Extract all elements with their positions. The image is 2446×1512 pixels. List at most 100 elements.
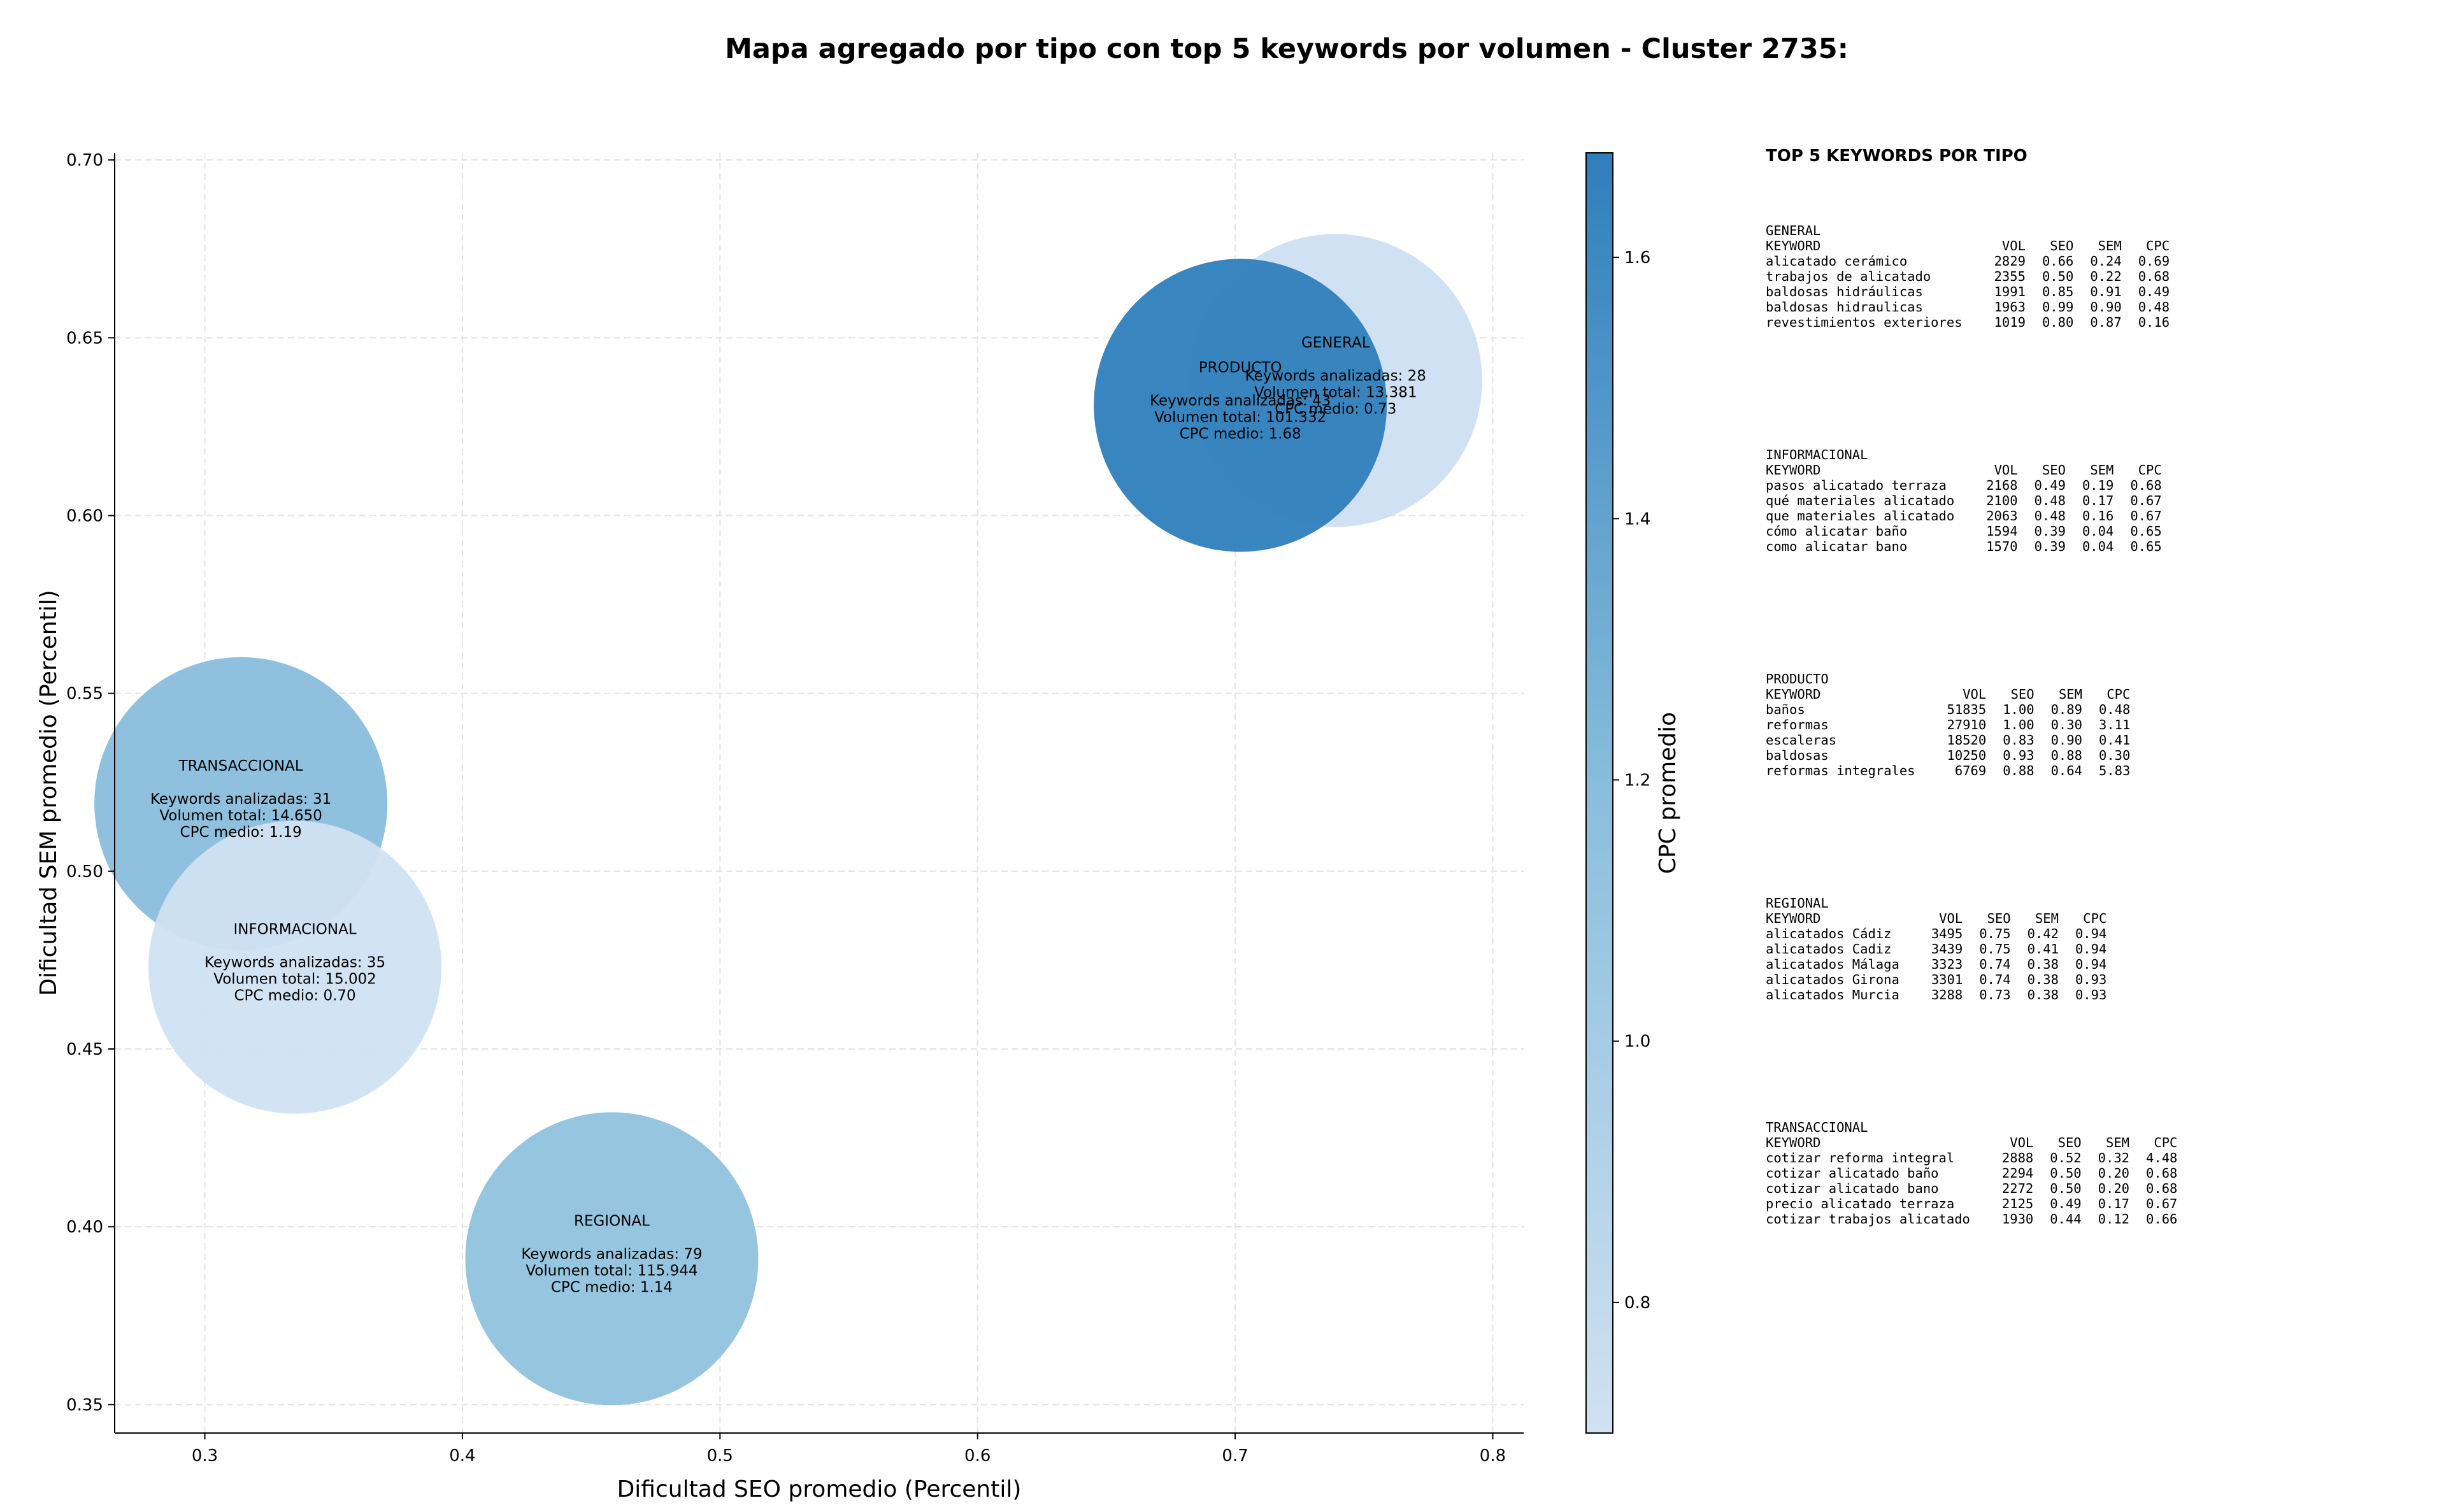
group-name: PRODUCTO [1766, 671, 1829, 687]
keyword-cell: alicatados Murcia [1766, 987, 1899, 1002]
column-header: SEO [2050, 238, 2074, 253]
column-header: KEYWORD [1766, 238, 1821, 253]
value-cell: 0.48 [2034, 508, 2066, 524]
keyword-table: KEYWORD VOL SEO SEM CPC alicatados Cádiz 3495 0… [1766, 911, 2106, 1002]
table-row: alicatados Cadiz 3439 0.75 0.41 0.94 [1766, 941, 2106, 957]
bubble-label-informacional: INFORMACIONAL [233, 922, 356, 938]
colorbar-tick-label: 0.8 [1624, 1294, 1650, 1313]
value-cell: 0.48 [2138, 299, 2170, 315]
value-cell: 0.83 [2003, 732, 2035, 748]
bubble-cpc-informacional: CPC medio: 0.70 [234, 988, 355, 1004]
value-cell: 0.85 [2042, 284, 2074, 299]
y-tick-label: 0.35 [66, 1395, 103, 1415]
value-cell: 2294 [2001, 1166, 2034, 1181]
table-header-row: KEYWORD VOL SEO SEM CPC [1766, 1135, 2177, 1150]
value-cell: 2829 [1994, 253, 2026, 269]
value-cell: 0.93 [2075, 972, 2107, 987]
table-row: baños 51835 1.00 0.89 0.48 [1766, 702, 2130, 717]
keyword-cell: alicatados Cadiz [1766, 941, 1892, 957]
table-row: que materiales alicatado 2063 0.48 0.16 0.67 [1766, 508, 2162, 524]
table-row: trabajos de alicatado 2355 0.50 0.22 0.68 [1766, 269, 2170, 284]
value-cell: 0.49 [2034, 478, 2066, 493]
value-cell: 1930 [2001, 1211, 2034, 1227]
value-cell: 0.50 [2050, 1166, 2082, 1181]
column-header: SEO [2042, 462, 2066, 478]
value-cell: 0.48 [2034, 493, 2066, 508]
value-cell: 51835 [1947, 702, 1987, 717]
value-cell: 2100 [1986, 493, 2018, 508]
bubble-volume-producto: Volumen total: 101.332 [1154, 409, 1326, 425]
column-header: SEO [1987, 911, 2011, 926]
value-cell: 1594 [1986, 524, 2018, 539]
value-cell: 2063 [1986, 508, 2018, 524]
panel-title: TOP 5 KEYWORDS POR TIPO [1766, 146, 2028, 166]
chart-title: Mapa agregado por tipo con top 5 keyword… [725, 33, 1849, 65]
top-keywords-panel: TOP 5 KEYWORDS POR TIPO GENERAL KEYWORD VO… [1766, 146, 2403, 1344]
value-cell: 0.38 [2027, 957, 2059, 972]
value-cell: 0.39 [2034, 524, 2066, 539]
value-cell: 0.94 [2075, 941, 2107, 957]
column-header: SEM [2098, 238, 2122, 253]
y-tick-label: 0.55 [66, 685, 103, 704]
value-cell: 0.90 [2050, 732, 2082, 748]
value-cell: 0.93 [2003, 748, 2035, 763]
value-cell: 0.74 [1979, 957, 2011, 972]
bubble-cpc-regional: CPC medio: 1.14 [551, 1279, 673, 1295]
x-tick-label: 0.8 [1480, 1446, 1506, 1466]
column-header: SEO [2010, 687, 2035, 702]
value-cell: 0.44 [2050, 1211, 2082, 1227]
value-cell: 0.89 [2050, 702, 2082, 717]
value-cell: 0.17 [2082, 493, 2114, 508]
value-cell: 0.04 [2082, 539, 2114, 554]
keyword-cell: cotizar alicatado bano [1766, 1181, 1939, 1196]
value-cell: 0.68 [2130, 478, 2162, 493]
value-cell: 1991 [1994, 284, 2026, 299]
table-row: baldosas hidraulicas 1963 0.99 0.90 0.48 [1766, 299, 2170, 315]
keyword-group-producto: PRODUCTO KEYWORD VOL SEO SEM CPC baños 51835 1.0… [1766, 671, 2403, 895]
keyword-cell: cotizar alicatado baño [1766, 1166, 1939, 1181]
value-cell: 1.00 [2003, 702, 2035, 717]
column-header: SEM [2035, 911, 2059, 926]
keyword-cell: baldosas [1766, 748, 1829, 763]
group-name: GENERAL [1766, 223, 1821, 238]
column-header: SEM [2106, 1135, 2130, 1150]
value-cell: 0.22 [2090, 269, 2122, 284]
value-cell: 0.74 [1979, 972, 2011, 987]
keyword-group-regional: REGIONAL KEYWORD VOL SEO SEM CPC alicatados Cá… [1766, 895, 2403, 1120]
value-cell: 1.00 [2003, 717, 2035, 732]
y-axis-label: Dificultad SEM promedio (Percentil) [36, 590, 62, 996]
axes: 0.3 0.4 0.5 0.6 0.7 0.8 0.35 0.40 0.45 0.50 0.55 0.… [36, 151, 1524, 1502]
value-cell: 5.83 [2098, 763, 2131, 778]
keyword-cell: cómo alicatar baño [1766, 524, 1908, 539]
value-cell: 0.91 [2090, 284, 2122, 299]
keyword-groups: GENERAL KEYWORD VOL SEO SEM CPC alicatado cerá… [1766, 223, 2403, 1344]
value-cell: 2125 [2001, 1196, 2034, 1211]
group-name: INFORMACIONAL [1766, 447, 1868, 462]
y-tick-label: 0.65 [66, 329, 103, 348]
value-cell: 0.75 [1979, 926, 2011, 941]
bubble-cpc-general: CPC medio: 0.73 [1275, 401, 1396, 417]
keyword-cell: como alicatar bano [1766, 539, 1908, 554]
x-tick-label: 0.4 [449, 1446, 475, 1466]
keyword-cell: revestimientos exteriores [1766, 315, 1963, 330]
column-header: VOL [2010, 1135, 2034, 1150]
value-cell: 0.87 [2090, 315, 2122, 330]
value-cell: 2355 [1994, 269, 2026, 284]
keyword-cell: reformas integrales [1766, 763, 1915, 778]
group-name: TRANSACCIONAL [1766, 1120, 1868, 1135]
value-cell: 0.41 [2027, 941, 2059, 957]
column-header: CPC [2146, 238, 2170, 253]
colorbar-tick-label: 1.4 [1624, 510, 1650, 529]
table-header-row: KEYWORD VOL SEO SEM CPC [1766, 238, 2170, 253]
table-row: cotizar reforma integral 2888 0.52 0.32 4.48 [1766, 1150, 2177, 1166]
bubble-cpc-producto: CPC medio: 1.68 [1180, 425, 1301, 442]
table-row: reformas integrales 6769 0.88 0.64 5.83 [1766, 763, 2130, 778]
value-cell: 0.67 [2130, 508, 2162, 524]
value-cell: 0.73 [1979, 987, 2011, 1002]
table-row: cómo alicatar baño 1594 0.39 0.04 0.65 [1766, 524, 2162, 539]
keyword-table: KEYWORD VOL SEO SEM CPC pasos alicatado terra… [1766, 462, 2162, 554]
table-row: alicatados Málaga 3323 0.74 0.38 0.94 [1766, 957, 2106, 972]
colorbar-tick-label: 1.0 [1624, 1032, 1650, 1052]
keyword-cell: cotizar reforma integral [1766, 1150, 1955, 1166]
y-tick-label: 0.70 [66, 151, 103, 170]
